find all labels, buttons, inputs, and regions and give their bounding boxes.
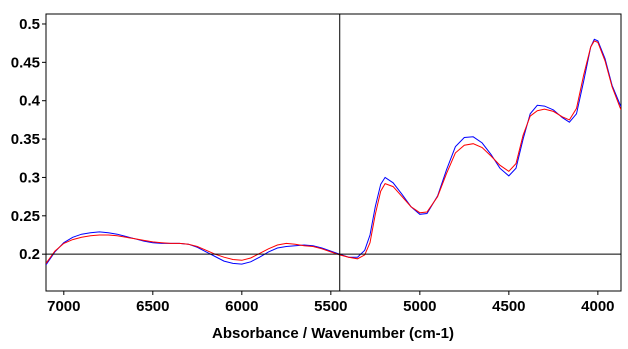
y-tick-label: 0.3 bbox=[19, 169, 40, 186]
x-tick-label: 6000 bbox=[225, 298, 258, 315]
plot-area bbox=[45, 13, 622, 292]
x-axis: 7000 6500 6000 5500 5000 4500 4000 bbox=[47, 291, 615, 315]
series-line-1 bbox=[46, 38, 621, 266]
cursor-layer bbox=[46, 14, 621, 291]
x-tick-label: 4000 bbox=[581, 298, 614, 315]
x-tick-label: 6500 bbox=[136, 298, 169, 315]
x-axis-title: Absorbance / Wavenumber (cm-1) bbox=[212, 325, 454, 342]
series-layer bbox=[46, 38, 621, 266]
y-tick-label: 0.25 bbox=[11, 208, 40, 225]
y-tick-label: 0.35 bbox=[11, 131, 40, 148]
x-tick-label: 5500 bbox=[314, 298, 347, 315]
y-tick-label: 0.4 bbox=[19, 93, 41, 110]
x-tick-label: 7000 bbox=[47, 298, 80, 315]
series-line-2 bbox=[46, 40, 621, 264]
x-tick-label: 5000 bbox=[403, 298, 436, 315]
y-axis: 0.2 0.25 0.3 0.35 0.4 0.45 0.5 bbox=[11, 16, 46, 263]
x-tick-label: 4500 bbox=[492, 298, 525, 315]
y-tick-label: 0.5 bbox=[19, 16, 40, 33]
y-tick-label: 0.45 bbox=[11, 54, 40, 71]
y-tick-label: 0.2 bbox=[19, 246, 40, 263]
